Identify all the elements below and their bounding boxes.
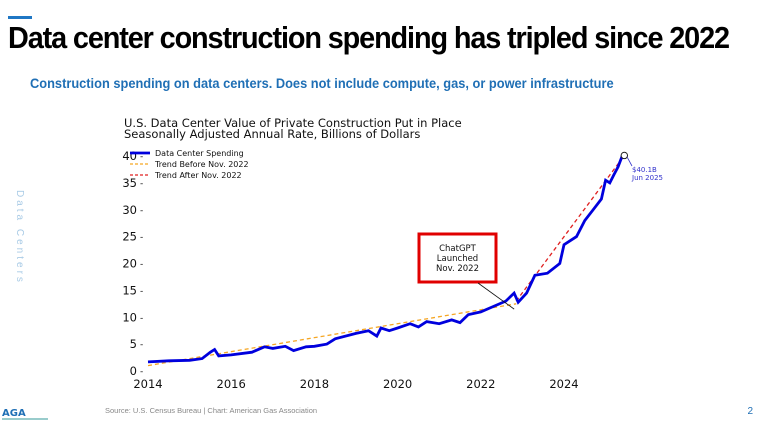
y-tick-mark: - bbox=[140, 340, 143, 350]
y-tick-label: 15 bbox=[122, 283, 137, 297]
latest-point-leader bbox=[626, 157, 633, 167]
side-label: Data Centers bbox=[14, 190, 25, 285]
y-tick-label: 30 bbox=[122, 203, 137, 217]
y-tick-label: 5 bbox=[130, 337, 137, 351]
legend-label: Trend After Nov. 2022 bbox=[154, 171, 242, 180]
chatgpt-annotation-text: ChatGPT bbox=[439, 244, 477, 254]
y-tick-mark: - bbox=[140, 260, 143, 270]
y-tick-label: 10 bbox=[122, 310, 137, 324]
y-tick-mark: - bbox=[140, 367, 143, 377]
series-line-data-center-spending bbox=[147, 154, 625, 364]
y-tick-label: 40 bbox=[122, 149, 137, 163]
legend-label: Data Center Spending bbox=[155, 149, 244, 158]
chatgpt-annotation-arrow bbox=[477, 282, 515, 310]
y-tick-mark: - bbox=[140, 179, 143, 189]
page-title: Data center construction spending has tr… bbox=[8, 20, 730, 55]
y-tick-label: 20 bbox=[122, 257, 137, 271]
y-tick-label: 0 bbox=[130, 364, 137, 378]
y-tick-label: 35 bbox=[122, 176, 137, 190]
chatgpt-annotation-box bbox=[417, 232, 498, 284]
aga-logo: AGA bbox=[0, 404, 60, 427]
legend-label: Trend Before Nov. 2022 bbox=[154, 160, 249, 169]
page-subtitle: Construction spending on data centers. D… bbox=[30, 76, 614, 91]
source-note: Source: U.S. Census Bureau | Chart: Amer… bbox=[105, 406, 318, 415]
x-tick-label: 2018 bbox=[300, 377, 329, 391]
y-tick-mark: - bbox=[140, 313, 143, 323]
latest-value-label: $40.1B bbox=[632, 166, 657, 174]
page-number: 2 bbox=[747, 406, 753, 417]
chart-title: U.S. Data Center Value of Private Constr… bbox=[124, 116, 462, 130]
x-tick-label: 2014 bbox=[133, 377, 162, 391]
series-line-trend-before-nov-2022 bbox=[147, 303, 517, 367]
x-tick-label: 2022 bbox=[466, 377, 495, 391]
x-tick-label: 2024 bbox=[549, 377, 578, 391]
latest-point-marker bbox=[620, 151, 629, 160]
x-tick-label: 2020 bbox=[383, 377, 412, 391]
chart-subtitle: Seasonally Adjusted Annual Rate, Billion… bbox=[124, 127, 420, 141]
x-tick-label: 2016 bbox=[217, 377, 246, 391]
title-accent-bar bbox=[8, 16, 32, 19]
y-tick-label: 25 bbox=[122, 230, 137, 244]
latest-date-label: Jun 2025 bbox=[631, 174, 663, 182]
svg-text:AGA: AGA bbox=[2, 408, 26, 419]
y-tick-mark: - bbox=[140, 233, 143, 243]
y-tick-mark: - bbox=[140, 286, 143, 296]
y-tick-mark: - bbox=[140, 152, 143, 162]
y-tick-mark: - bbox=[140, 206, 143, 216]
chatgpt-annotation-text: Nov. 2022 bbox=[436, 264, 479, 274]
chatgpt-annotation-text: Launched bbox=[437, 254, 478, 264]
